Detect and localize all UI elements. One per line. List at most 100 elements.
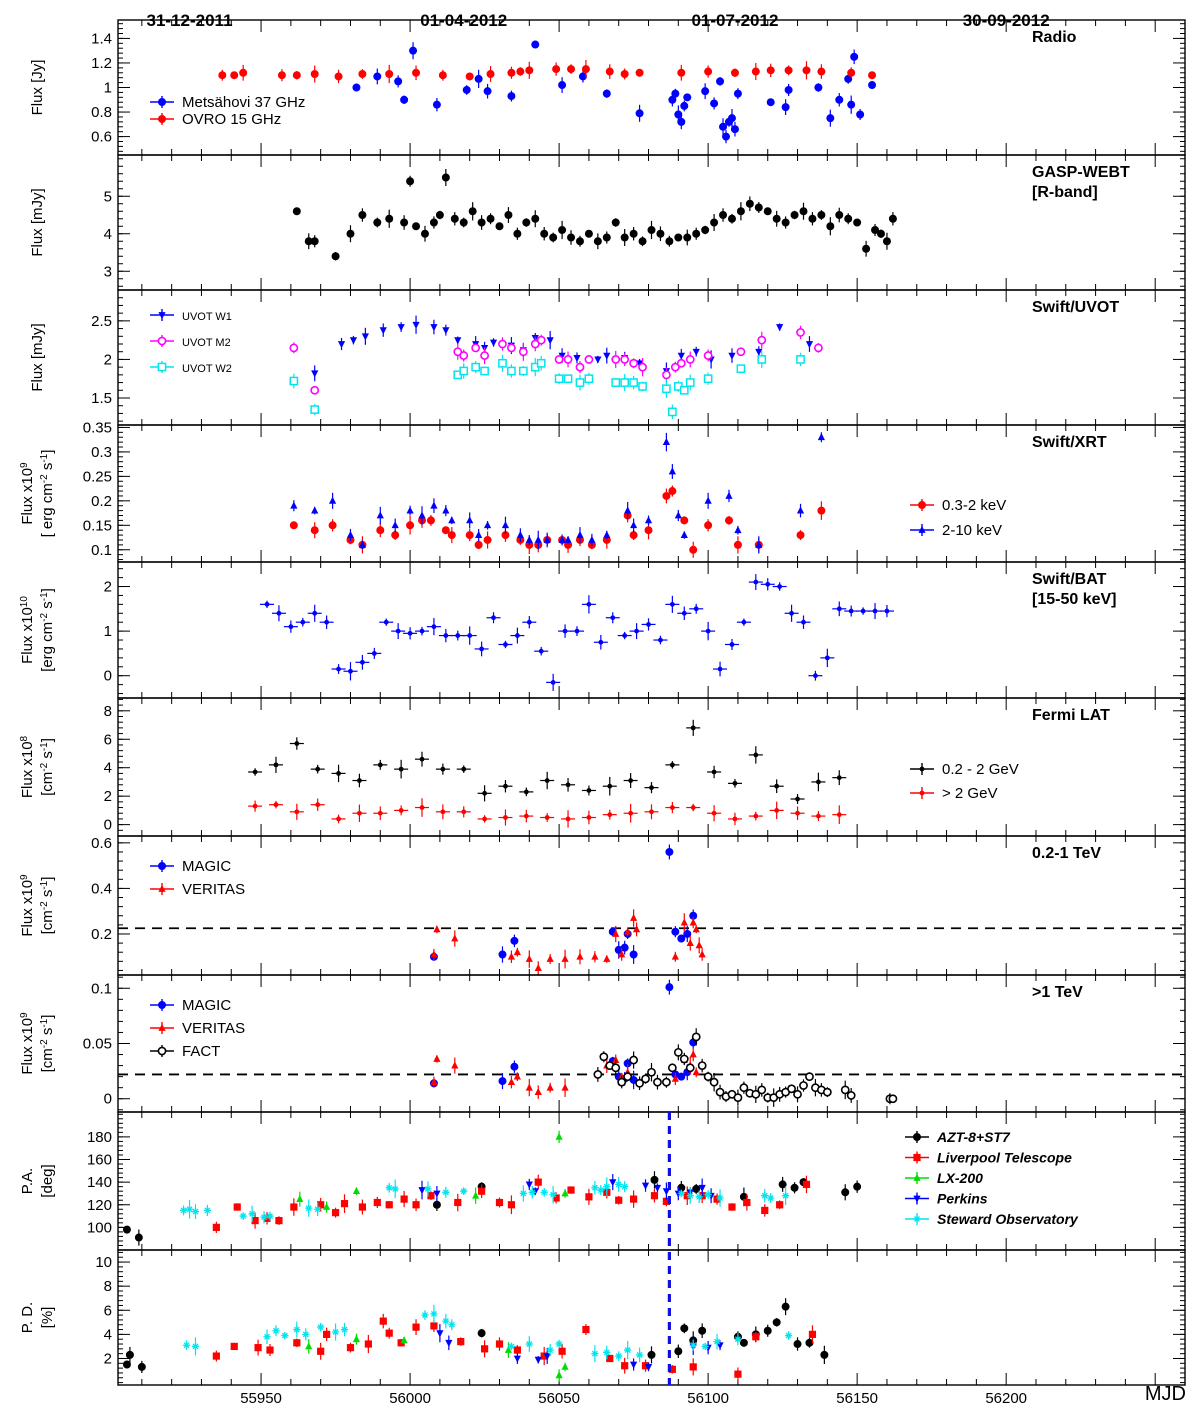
data-point <box>665 237 674 246</box>
data-point <box>848 608 854 614</box>
series-mets-hovi-37-ghz <box>352 40 877 144</box>
data-point <box>334 72 343 81</box>
data-point <box>310 70 319 79</box>
data-point <box>397 324 405 332</box>
data-point <box>686 1192 694 1200</box>
panel-frame <box>117 19 1186 156</box>
data-point <box>558 225 567 234</box>
data-point <box>433 925 441 933</box>
data-point <box>454 337 462 345</box>
data-point <box>719 210 728 219</box>
data-point <box>125 1350 134 1359</box>
data-point <box>554 374 564 384</box>
data-point <box>677 934 686 943</box>
data-point <box>841 1188 850 1197</box>
data-point <box>734 1335 742 1343</box>
x-tick-label: 56050 <box>538 1390 580 1405</box>
data-point <box>588 535 596 543</box>
data-point <box>546 337 554 345</box>
data-point <box>862 244 871 253</box>
data-point <box>461 809 467 815</box>
legend-label: VERITAS <box>182 1020 245 1037</box>
legend-swatch-marker <box>157 1046 167 1056</box>
panel-title: GASP-WEBT <box>1032 164 1130 181</box>
data-point <box>558 535 566 543</box>
data-point <box>430 1322 438 1330</box>
data-point <box>272 1327 280 1335</box>
data-point <box>534 1356 542 1364</box>
series-data <box>260 574 894 691</box>
data-point <box>477 1329 486 1338</box>
data-point <box>331 252 340 261</box>
data-point <box>704 496 712 504</box>
data-point <box>667 1063 677 1073</box>
data-point <box>447 531 456 540</box>
data-point <box>263 1333 271 1341</box>
data-point <box>628 810 634 816</box>
panel-frame <box>117 1249 1186 1386</box>
legend-label: Steward Observatory <box>937 1211 1079 1227</box>
data-point <box>471 343 481 353</box>
data-point <box>644 526 653 535</box>
data-point <box>796 328 805 337</box>
data-point <box>391 521 399 529</box>
data-point <box>323 1202 331 1210</box>
data-point <box>781 103 790 112</box>
data-point <box>191 1207 200 1216</box>
legend-label: OVRO 15 GHz <box>182 111 281 128</box>
data-point <box>453 347 463 357</box>
data-point <box>311 370 319 378</box>
data-point <box>668 407 677 417</box>
legend-swatch-marker <box>157 362 167 372</box>
data-point <box>418 511 426 519</box>
data-point <box>716 1194 724 1202</box>
data-point <box>638 362 647 372</box>
legend-label: AZT-8+ST7 <box>936 1129 1011 1145</box>
data-point <box>567 65 576 74</box>
data-point <box>683 233 692 242</box>
data-point <box>704 67 713 76</box>
data-point <box>406 521 415 530</box>
data-point <box>182 1341 191 1349</box>
data-point <box>782 1192 790 1200</box>
data-point <box>575 362 585 372</box>
panel-optical: 3 4 5 Flux [mJy] GASP-WEBT [R-band] <box>29 154 1186 291</box>
series-2-10-kev <box>290 432 825 554</box>
y-tick-label: 2 <box>104 351 112 368</box>
data-point <box>629 1055 639 1065</box>
y-axis: 0 2 4 6 8 <box>104 698 1185 837</box>
legend-swatch-marker <box>158 1023 166 1031</box>
data-point <box>212 1223 220 1231</box>
data-point <box>692 1184 701 1193</box>
data-point <box>346 530 355 538</box>
data-point <box>438 71 447 80</box>
data-point <box>575 237 584 246</box>
data-point <box>562 628 568 634</box>
data-point <box>630 1361 638 1369</box>
data-point <box>650 1175 659 1184</box>
data-point <box>805 1072 814 1082</box>
data-point <box>581 65 590 74</box>
data-point <box>835 95 844 104</box>
data-point <box>376 511 384 519</box>
data-point <box>751 1089 761 1099</box>
data-point <box>460 1187 468 1195</box>
data-point <box>337 341 346 349</box>
legend-label: UVOT W2 <box>182 363 232 375</box>
data-point <box>546 1346 554 1354</box>
panel-title: Swift/BAT <box>1032 571 1107 588</box>
y-tick-label: 0.2 <box>91 493 112 510</box>
data-point <box>612 929 620 937</box>
panel-title: 0.2-1 TeV <box>1032 845 1101 862</box>
data-point <box>290 501 298 509</box>
legend-label: VERITAS <box>182 881 245 898</box>
data-point <box>310 526 319 535</box>
data-points <box>248 719 847 828</box>
data-point <box>289 376 299 386</box>
y-axis: 0.6 0.8 1 1.2 1.4 <box>91 23 1185 152</box>
data-point <box>441 173 450 182</box>
data-point <box>805 341 814 349</box>
series-magic <box>429 844 698 964</box>
data-point <box>776 324 784 332</box>
y-tick-label: 0.4 <box>91 880 112 897</box>
